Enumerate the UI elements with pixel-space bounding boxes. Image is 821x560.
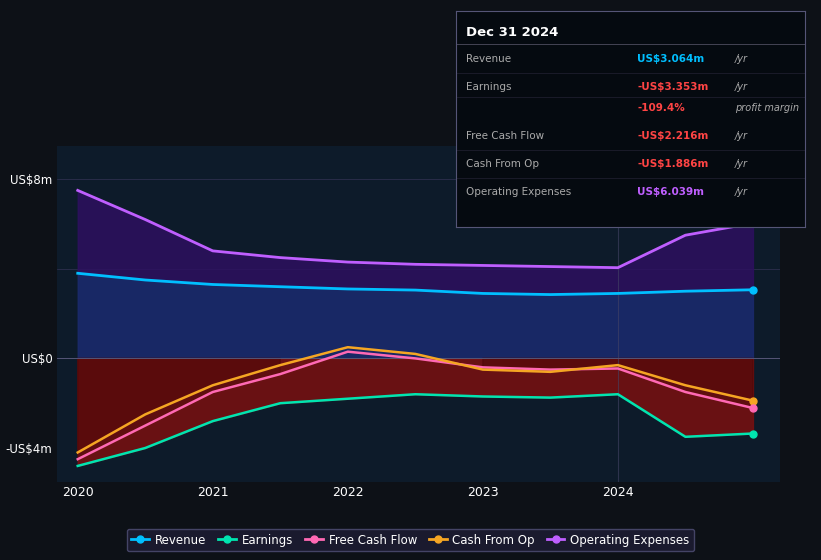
Text: US$6.039m: US$6.039m: [637, 187, 704, 197]
Text: /yr: /yr: [735, 82, 748, 92]
Text: -US$1.886m: -US$1.886m: [637, 159, 709, 169]
Text: US$3.064m: US$3.064m: [637, 54, 704, 64]
Text: Dec 31 2024: Dec 31 2024: [466, 26, 558, 39]
Text: Cash From Op: Cash From Op: [466, 159, 539, 169]
Text: /yr: /yr: [735, 159, 748, 169]
Text: -109.4%: -109.4%: [637, 103, 685, 113]
Legend: Revenue, Earnings, Free Cash Flow, Cash From Op, Operating Expenses: Revenue, Earnings, Free Cash Flow, Cash …: [126, 529, 695, 551]
Text: Earnings: Earnings: [466, 82, 511, 92]
Text: -US$2.216m: -US$2.216m: [637, 131, 709, 141]
Text: /yr: /yr: [735, 54, 748, 64]
Text: Revenue: Revenue: [466, 54, 511, 64]
Text: -US$3.353m: -US$3.353m: [637, 82, 709, 92]
Text: Operating Expenses: Operating Expenses: [466, 187, 571, 197]
Text: Free Cash Flow: Free Cash Flow: [466, 131, 544, 141]
Text: /yr: /yr: [735, 131, 748, 141]
Text: /yr: /yr: [735, 187, 748, 197]
Text: profit margin: profit margin: [735, 103, 799, 113]
